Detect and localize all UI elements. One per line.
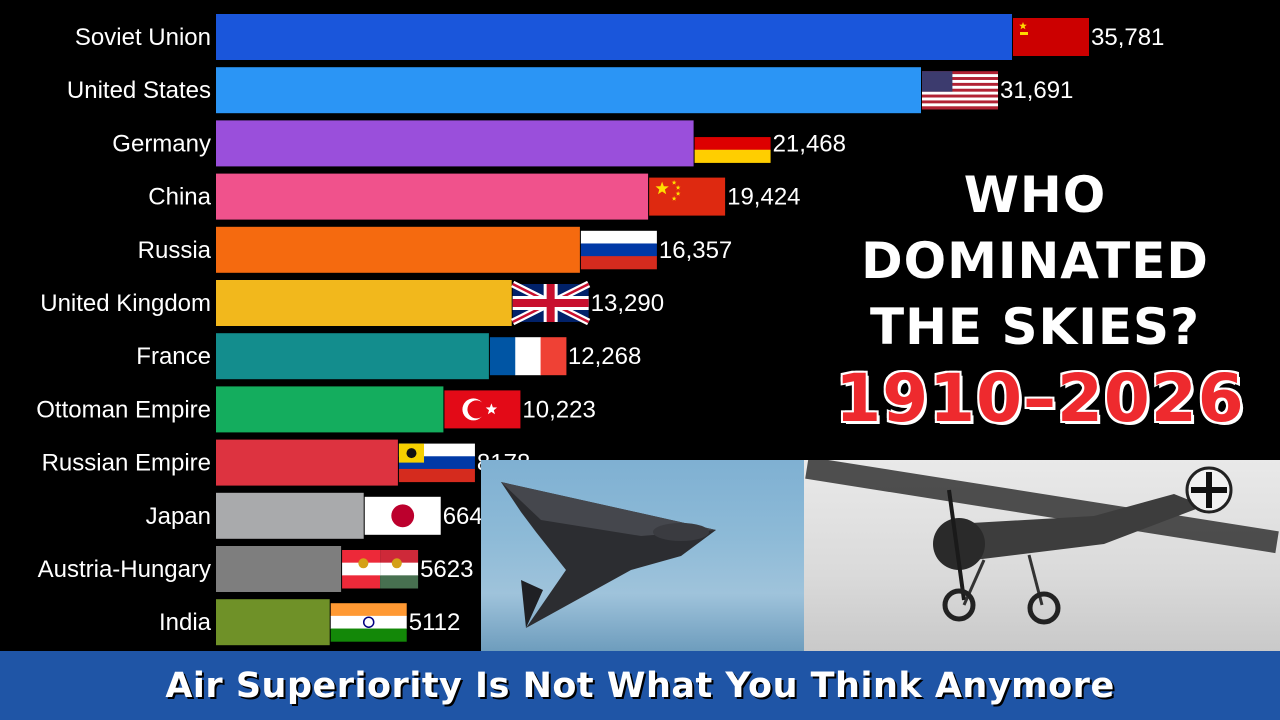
flag-germany-icon [694,124,771,163]
bottom-banner: Air Superiority Is Not What You Think An… [0,651,1280,720]
value-label: 10,223 [522,396,595,423]
bar [216,67,921,114]
category-label: Russian Empire [42,450,211,477]
category-label: Austria-Hungary [38,556,211,583]
flag-china-icon [649,177,726,216]
bar [216,120,694,167]
headline-line-1: WHO [963,166,1107,224]
category-label: Russia [138,237,212,264]
category-label: Japan [146,503,211,530]
category-label: India [159,609,212,636]
value-label: 19,424 [727,184,800,211]
bar [216,386,444,433]
bar [216,226,580,273]
flag-france-icon [489,337,567,376]
vintage-monoplane-photo [804,460,1280,651]
value-label: 35,781 [1091,24,1164,51]
value-label: 16,357 [659,237,732,264]
category-label: Ottoman Empire [36,396,211,423]
bar [216,14,1012,60]
category-label: France [136,343,211,370]
flag-austria-hungary-icon [342,550,419,589]
stealth-bomber-photo [481,460,804,651]
bar [216,280,512,326]
flag-russia-icon [580,230,657,270]
flag-united-states-icon [922,71,999,110]
banner-text: Air Superiority Is Not What You Think An… [165,665,1115,706]
category-label: China [148,184,211,211]
flag-soviet-union-icon [1013,18,1089,56]
category-label: Germany [112,130,211,157]
bar [216,492,364,539]
headline-line-2: DOMINATED [861,232,1209,290]
bar [216,439,398,486]
category-label: United Kingdom [40,290,211,317]
value-label: 5623 [420,556,473,583]
value-label: 13,290 [591,290,664,317]
category-label: Soviet Union [75,24,211,51]
value-label: 5112 [409,609,461,636]
value-label: 31,691 [1000,77,1073,104]
flag-india-icon [330,603,407,642]
flag-ottoman-empire-icon [444,390,521,429]
headline-line-3: THE SKIES? [869,298,1201,356]
flag-japan-icon [364,496,441,535]
bar [216,333,489,380]
flag-russian-empire-icon [398,443,475,483]
bar [216,599,330,646]
bar [216,173,649,220]
value-label: 12,268 [568,343,641,370]
flag-united-kingdom-icon [511,280,591,326]
category-label: United States [67,77,211,104]
bar [216,546,342,592]
year-range-title: 1910–2026 [835,360,1245,437]
value-label: 21,468 [773,130,846,157]
